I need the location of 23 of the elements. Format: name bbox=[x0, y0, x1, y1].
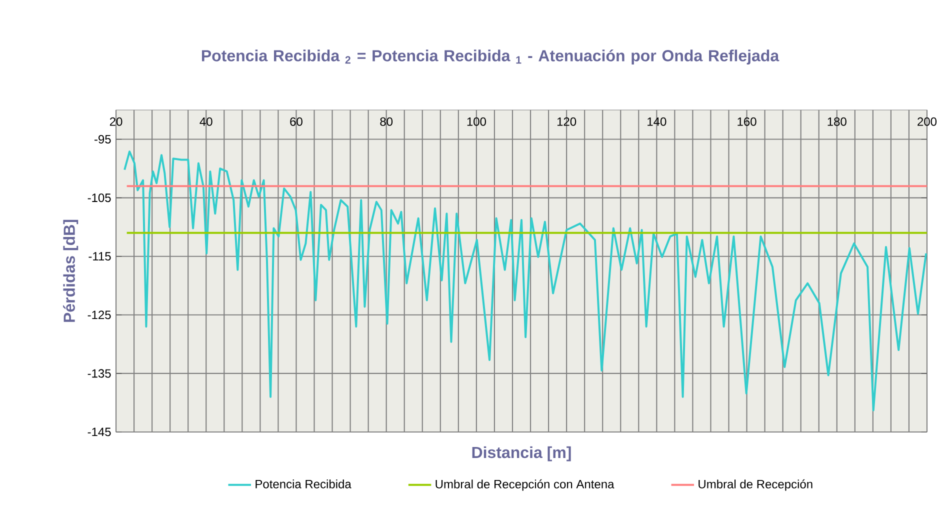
legend-label: Potencia Recibida bbox=[256, 480, 352, 488]
y-tick-label: -135 bbox=[88, 369, 111, 378]
line-series bbox=[124, 150, 927, 412]
x-tick-label: 100 bbox=[467, 117, 486, 126]
x-tick-label: 160 bbox=[738, 117, 756, 126]
x-tick-label: 40 bbox=[200, 117, 212, 126]
y-tick-label: -145 bbox=[88, 428, 111, 436]
x-tick-label: 120 bbox=[557, 117, 576, 126]
x-axis-title: Distancia [m] bbox=[472, 446, 571, 462]
y-tick-label: -105 bbox=[88, 194, 111, 202]
x-tick-label: 60 bbox=[290, 117, 302, 126]
x-tick-label: 200 bbox=[918, 117, 937, 126]
y-tick-label: -95 bbox=[94, 135, 111, 144]
y-tick-label: -115 bbox=[88, 252, 111, 261]
x-tick-label: 80 bbox=[380, 117, 393, 126]
x-tick-label: 180 bbox=[828, 117, 846, 126]
legend-label: Umbral de Recepción bbox=[698, 479, 812, 491]
chart-title: Potencia Recibida $_{2}$ = Potencia Recibida $_{1}$ - Atenuación por Onda Reflejada bbox=[202, 49, 780, 65]
x-tick-label: 20 bbox=[110, 117, 122, 126]
y-tick-label: -125 bbox=[88, 310, 111, 320]
x-tick-label: 140 bbox=[648, 117, 666, 126]
y-axis-title: Pérdidas [dB] bbox=[63, 220, 78, 322]
legend-label: Umbral de Recepción con Antena bbox=[436, 479, 614, 491]
